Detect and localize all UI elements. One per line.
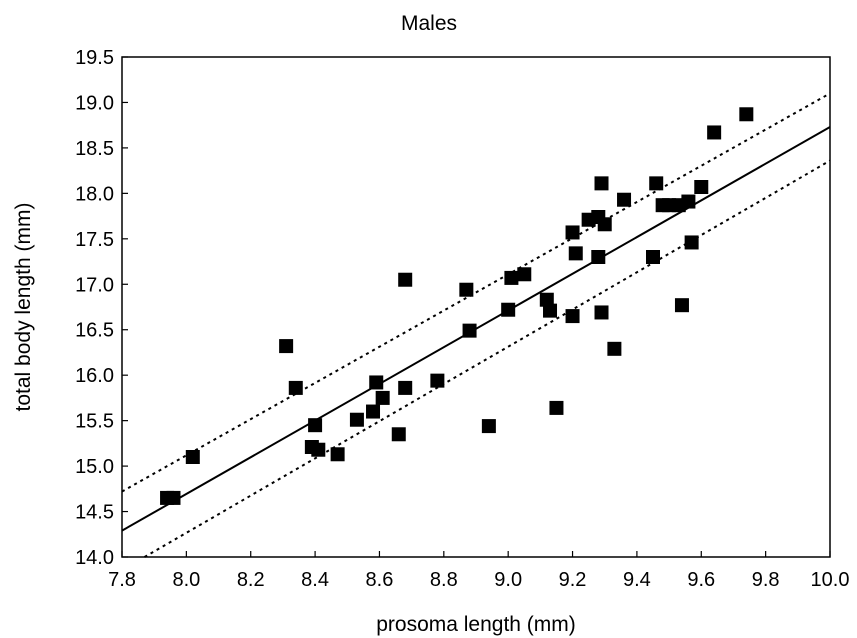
data-point xyxy=(591,250,606,264)
data-point xyxy=(288,380,303,395)
x-tick-label: 9.8 xyxy=(752,569,780,591)
data-point xyxy=(597,217,612,232)
lower-confidence-band xyxy=(144,159,831,558)
data-point xyxy=(308,418,323,433)
y-axis: 14.0 14.5 15.0 15.5 16.0 16.5 17.0 17.5 18.0 18.5… xyxy=(75,47,128,569)
data-point xyxy=(330,447,345,462)
data-point xyxy=(684,235,699,250)
data-point xyxy=(398,272,413,287)
y-tick-label: 14.5 xyxy=(75,502,114,524)
data-point xyxy=(539,292,554,307)
upper-confidence-band xyxy=(121,92,831,493)
data-point xyxy=(349,412,364,427)
x-tick-label: 8.0 xyxy=(172,569,200,591)
x-tick-label: 8.6 xyxy=(366,569,394,591)
data-point xyxy=(543,303,558,318)
data-point xyxy=(375,390,390,405)
data-point xyxy=(694,180,709,194)
x-tick-label: 10.0 xyxy=(811,569,850,591)
data-point xyxy=(617,192,632,207)
data-point xyxy=(674,298,689,313)
y-tick-label: 16.5 xyxy=(75,320,114,342)
y-tick-label: 18.0 xyxy=(75,183,114,205)
x-axis-label: prosoma length (mm) xyxy=(376,613,576,636)
data-point xyxy=(565,309,580,324)
chart-title: Males xyxy=(401,12,457,35)
plot-frame xyxy=(121,56,831,558)
data-point xyxy=(398,380,413,395)
x-tick-label: 8.2 xyxy=(237,569,265,591)
data-point xyxy=(501,302,516,317)
data-point xyxy=(739,107,754,122)
data-point xyxy=(517,267,532,282)
data-point xyxy=(646,250,660,264)
data-point xyxy=(462,323,477,338)
y-tick-label: 19.5 xyxy=(75,47,114,69)
y-tick-label: 18.5 xyxy=(75,138,114,160)
y-tick-label: 17.0 xyxy=(75,274,114,296)
y-tick-label: 17.5 xyxy=(75,229,114,251)
data-point xyxy=(459,282,474,297)
data-point xyxy=(549,400,564,415)
data-point xyxy=(279,339,294,354)
y-tick-label: 14.0 xyxy=(75,547,114,569)
data-point xyxy=(594,305,609,320)
x-tick-label: 9.2 xyxy=(559,569,587,591)
x-tick-label: 9.4 xyxy=(623,569,651,591)
data-point xyxy=(481,419,496,434)
y-tick-label: 15.5 xyxy=(75,411,114,433)
data-point xyxy=(649,176,664,191)
data-point xyxy=(504,270,519,285)
data-point xyxy=(369,375,384,390)
y-tick-label: 15.0 xyxy=(75,456,114,478)
x-tick-label: 9.6 xyxy=(687,569,715,591)
data-point xyxy=(707,125,722,140)
data-point xyxy=(430,373,445,388)
data-points xyxy=(160,107,754,505)
data-point xyxy=(568,246,583,261)
data-point xyxy=(565,225,580,240)
data-point xyxy=(185,450,200,464)
data-point xyxy=(366,404,381,419)
data-point xyxy=(391,427,406,442)
x-tick-label: 8.4 xyxy=(301,569,329,591)
data-point xyxy=(594,176,609,191)
x-tick-label: 7.8 xyxy=(108,569,136,591)
x-tick-label: 8.8 xyxy=(430,569,458,591)
data-point xyxy=(166,490,181,505)
x-tick-label: 9.0 xyxy=(494,569,522,591)
data-point xyxy=(681,194,696,209)
y-axis-label: total body length (mm) xyxy=(12,203,35,412)
y-tick-label: 16.0 xyxy=(75,365,114,387)
data-point xyxy=(607,341,622,356)
x-axis: 7.8 8.0 8.2 8.4 8.6 8.8 9.0 9.2 9.4 9.6 9.8 10.0 xyxy=(108,551,849,591)
data-point xyxy=(311,442,326,457)
y-tick-label: 19.0 xyxy=(75,92,114,114)
